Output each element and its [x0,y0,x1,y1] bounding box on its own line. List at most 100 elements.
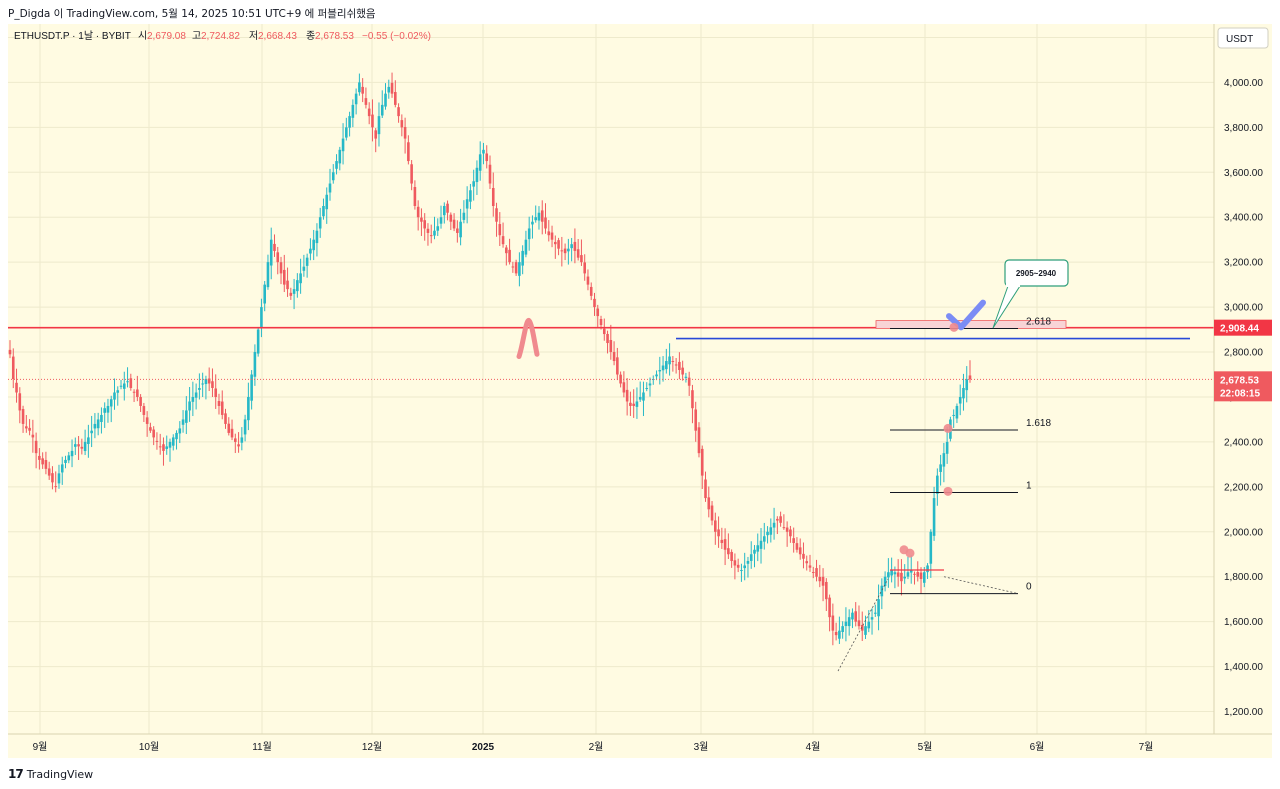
candle-body [367,108,371,117]
candle-body [260,307,263,328]
candle-body [253,352,257,377]
candle-body [593,298,596,308]
candle-body [733,560,737,566]
candle-body [962,387,965,399]
candle-body [864,626,867,635]
candle-body [15,382,18,393]
candle-body [661,365,665,371]
candle-body [700,448,704,476]
candle-body [753,549,756,554]
candle-body [198,387,201,390]
candle-body [622,382,626,393]
symbol-name: ETHUSDT.P · 1날 · BYBIT [14,30,131,42]
candle-body [841,626,844,632]
candle-body [501,236,505,245]
candle-body [234,438,237,442]
candle-body [194,392,198,398]
candle-body [449,214,453,222]
candle-body [136,389,139,397]
chart-area[interactable]: 0 1 1.618 2.618 1,200.00 1,400.00 1,600.00 1,8… [8,24,1272,758]
symbol-legend[interactable]: ETHUSDT.P · 1날 · BYBIT 시 2,679.08 고 2,72… [14,30,431,42]
last-price-text: 2,678.53 [1220,375,1259,386]
candle-body [544,217,547,229]
touch-dot-icon [949,322,959,332]
candle-body [54,486,58,488]
currency-badge-box [1217,27,1269,49]
tradingview-footer[interactable]: 17 TradingView [8,765,93,783]
candle-body [113,392,116,400]
candle-body [782,527,786,529]
candle-body [789,529,792,537]
time-axis[interactable] [8,734,1272,758]
candle-body [576,249,580,258]
candle-body [540,210,544,222]
candle-body [727,548,730,555]
open-value: 2,679.08 [147,31,186,42]
candle-body [325,194,329,210]
candle-body [403,127,407,139]
candle-body [906,572,910,577]
resistance-price-text: 2,908.44 [1220,324,1259,335]
candle-body [201,383,204,385]
candle-body [387,86,391,93]
candle-body [554,241,557,245]
candle-body [534,217,538,221]
candle-body [674,364,678,366]
candle-body [168,441,172,448]
candle-body [903,576,906,579]
candle-body [776,518,779,521]
candle-body [302,266,306,271]
last-price-tag [1214,371,1272,402]
candle-body [475,167,479,183]
candle-body [851,612,854,620]
candle-body [185,410,188,423]
candle-body [397,107,400,117]
candle-body [900,572,903,582]
candle-body [109,399,113,407]
candle-body [371,114,374,128]
price-chart[interactable]: 0 1 1.618 2.618 1,200.00 1,400.00 1,600.00 1,8… [8,24,1272,758]
candle-body [38,455,41,460]
candle-body [838,630,841,639]
candle-body [511,266,515,268]
candle-body [720,539,724,544]
candle-body [47,468,51,476]
candle-body [446,203,449,213]
candle-body [508,249,511,263]
touch-marker-icon [516,318,540,360]
time-tick-label: 5월 [918,741,933,753]
candle-body [456,228,459,233]
touch-dot-icon [905,548,915,558]
price-tick-label: 3,800.00 [1224,123,1263,134]
candle-body [57,473,61,484]
candle-body [616,357,619,375]
candle-body [808,565,812,568]
candle-body [358,82,361,93]
candle-body [90,430,93,434]
candle-body [315,230,319,244]
candle-body [521,250,524,266]
candle-body [224,413,227,424]
candle-body [276,252,280,263]
currency-badge[interactable]: USDT [1217,27,1269,49]
candle-body [913,573,916,575]
candle-body [380,104,384,116]
price-tick-label: 2,000.00 [1224,527,1263,538]
candle-body [537,212,541,221]
candle-body [890,569,893,576]
candle-body [322,205,325,217]
callout-box [1004,259,1069,287]
candle-body [83,441,87,452]
candle-body [909,569,913,573]
price-tick-label: 3,200.00 [1224,258,1263,269]
candle-body [612,352,616,362]
price-tick-label: 1,600.00 [1224,617,1263,628]
candle-body [671,360,675,362]
fib-trend-line [837,578,889,672]
candle-body [642,392,645,401]
candle-body [932,498,936,536]
candle-body [122,383,126,389]
annotation-callout[interactable]: 2905~2940 [992,259,1069,329]
callout-joint [1006,282,1020,287]
candle-body [531,221,534,225]
